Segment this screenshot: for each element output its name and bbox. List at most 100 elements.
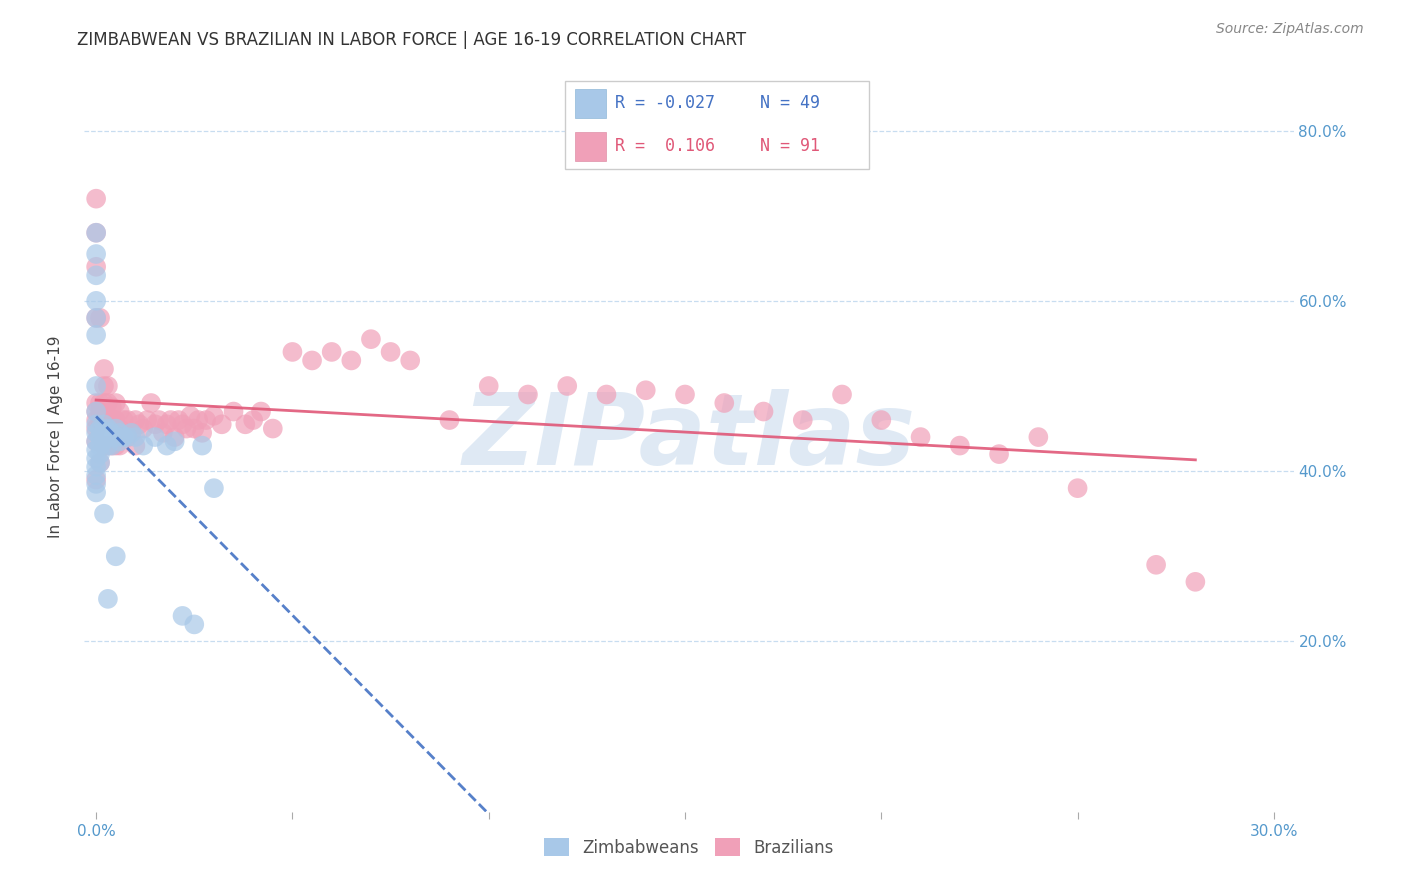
Point	[478, 379, 501, 393]
Text: ZIMBABWEAN VS BRAZILIAN IN LABOR FORCE | AGE 16-19 CORRELATION CHART: ZIMBABWEAN VS BRAZILIAN IN LABOR FORCE |…	[77, 31, 747, 49]
Point	[156, 417, 179, 432]
Point	[202, 481, 225, 495]
Point	[97, 591, 120, 606]
Point	[84, 473, 107, 487]
Point	[84, 396, 107, 410]
Point	[108, 404, 131, 418]
Point	[517, 387, 540, 401]
Point	[752, 404, 775, 418]
Point	[831, 387, 853, 401]
Point	[172, 608, 194, 623]
Point	[84, 404, 107, 418]
Point	[84, 417, 107, 432]
Point	[139, 396, 162, 410]
Point	[870, 413, 893, 427]
Point	[104, 421, 127, 435]
Point	[93, 417, 115, 432]
Point	[89, 421, 111, 435]
Point	[179, 409, 201, 423]
Point	[172, 417, 194, 432]
Point	[143, 430, 166, 444]
Point	[634, 384, 657, 398]
Point	[673, 387, 696, 401]
Point	[136, 413, 159, 427]
Point	[89, 456, 111, 470]
Point	[84, 310, 107, 325]
Point	[89, 447, 111, 461]
Point	[84, 421, 107, 435]
Point	[84, 260, 107, 274]
Point	[792, 413, 814, 427]
Point	[84, 404, 107, 418]
Point	[104, 549, 127, 564]
Point	[124, 413, 146, 427]
Point	[84, 485, 107, 500]
Point	[104, 413, 127, 427]
Point	[176, 421, 198, 435]
Point	[910, 430, 932, 444]
FancyBboxPatch shape	[575, 89, 606, 118]
Point	[167, 413, 190, 427]
Point	[124, 439, 146, 453]
Point	[191, 439, 214, 453]
Point	[108, 439, 131, 453]
Point	[183, 617, 205, 632]
Point	[84, 192, 107, 206]
Point	[104, 439, 127, 453]
Point	[84, 434, 107, 449]
Point	[101, 425, 124, 440]
Point	[97, 439, 120, 453]
Point	[101, 439, 124, 453]
Point	[187, 413, 209, 427]
Point	[93, 434, 115, 449]
Point	[195, 413, 218, 427]
Point	[112, 430, 135, 444]
Point	[93, 439, 115, 453]
Point	[97, 430, 120, 444]
Point	[117, 413, 139, 427]
Point	[163, 430, 186, 444]
Point	[242, 413, 264, 427]
Point	[93, 507, 115, 521]
Point	[84, 293, 107, 308]
Text: Source: ZipAtlas.com: Source: ZipAtlas.com	[1216, 22, 1364, 37]
Point	[84, 226, 107, 240]
Point	[222, 404, 245, 418]
Point	[1066, 481, 1088, 495]
Text: R =  0.106: R = 0.106	[614, 137, 716, 155]
Point	[360, 332, 382, 346]
Point	[399, 353, 422, 368]
Point	[152, 425, 174, 440]
Point	[101, 439, 124, 453]
Point	[117, 430, 139, 444]
Point	[89, 430, 111, 444]
Point	[1184, 574, 1206, 589]
Point	[121, 425, 143, 440]
Point	[84, 468, 107, 483]
Point	[97, 421, 120, 435]
Point	[1144, 558, 1167, 572]
Point	[143, 417, 166, 432]
Point	[121, 425, 143, 440]
Point	[132, 439, 155, 453]
Point	[84, 327, 107, 342]
Point	[262, 421, 284, 435]
Point	[555, 379, 578, 393]
Point	[301, 353, 323, 368]
Point	[104, 396, 127, 410]
Text: ZIPatlas: ZIPatlas	[463, 389, 915, 485]
Point	[281, 345, 304, 359]
Point	[108, 425, 131, 440]
Point	[89, 310, 111, 325]
Point	[112, 430, 135, 444]
Point	[84, 451, 107, 466]
Point	[340, 353, 363, 368]
Point	[104, 430, 127, 444]
Point	[108, 434, 131, 449]
Point	[321, 345, 343, 359]
Point	[163, 434, 186, 449]
Point	[211, 417, 233, 432]
Point	[148, 413, 170, 427]
Text: R = -0.027: R = -0.027	[614, 95, 716, 112]
Point	[250, 404, 273, 418]
